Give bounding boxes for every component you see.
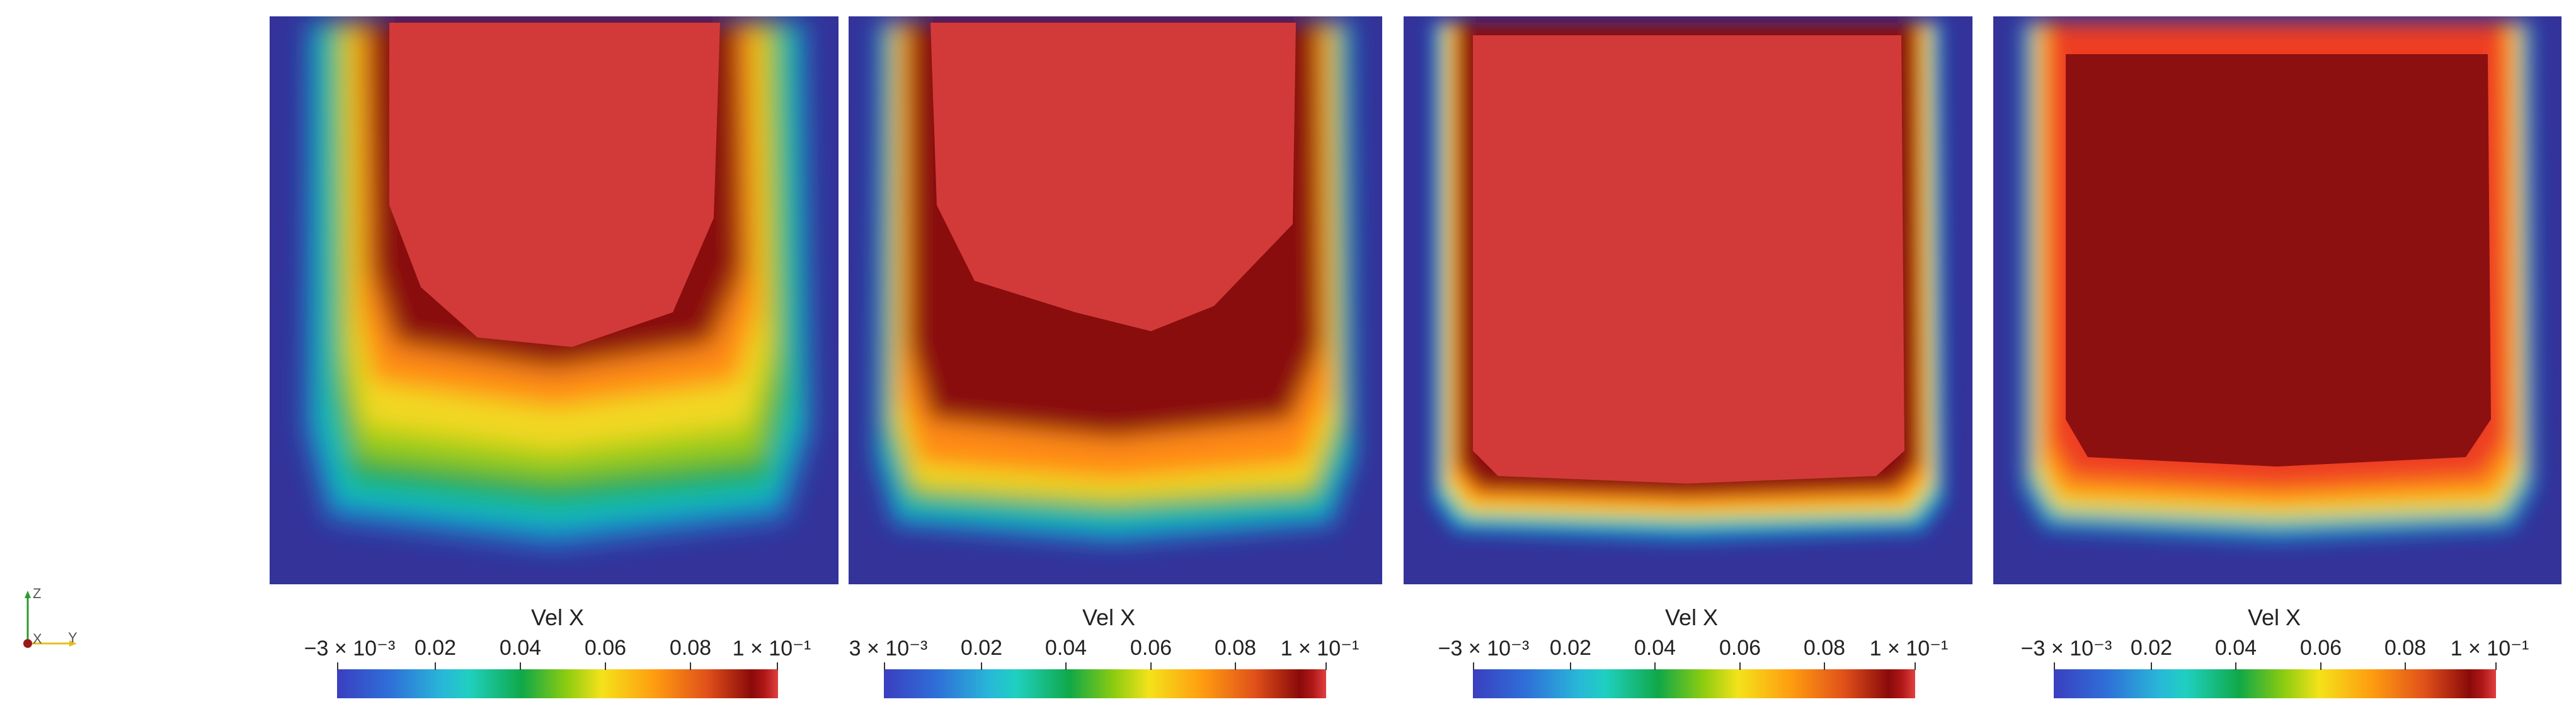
tick-label-min: 3 × 10⁻³	[849, 637, 928, 660]
tick-label: 0.08	[2384, 636, 2427, 660]
axes-triad-icon	[23, 591, 77, 648]
tick-label: 0.04	[1634, 636, 1676, 660]
colorbar-tick	[1654, 662, 1656, 670]
colorbar-tick	[690, 662, 691, 670]
colorbar-tick	[2235, 662, 2236, 670]
tick-label-max: 1 × 10⁻¹	[1869, 637, 1949, 660]
orientation-axes-widget[interactable]: Z X Y	[14, 586, 89, 661]
velocity-field-plot-3	[1404, 16, 1972, 584]
colorbar-tick	[1570, 662, 1571, 670]
tick-label-max: 1 × 10⁻¹	[2450, 637, 2529, 660]
tick-label: 0.08	[1214, 636, 1257, 660]
color-legend-1: Vel X −3 × 10⁻³ 0.02 0.04 0.06 0.08 1 × …	[287, 604, 828, 705]
colorbar-tick	[981, 662, 982, 670]
colorbar-tick	[1739, 662, 1741, 670]
colorbar-tick	[884, 662, 885, 670]
color-legend-2: Vel X 3 × 10⁻³ 0.02 0.04 0.06 0.08 1 × 1…	[844, 604, 1373, 705]
colorbar	[2054, 669, 2496, 698]
velocity-field-plot-4	[1993, 16, 2562, 584]
colorbar-tick	[605, 662, 606, 670]
colorbar-tick	[1473, 662, 1474, 670]
tick-label: 0.02	[1549, 636, 1592, 660]
colorbar-tick	[1235, 662, 1236, 670]
velocity-field-plot-1	[270, 16, 839, 584]
color-legend-4: Vel X −3 × 10⁻³ 0.02 0.04 0.06 0.08 1 × …	[2003, 604, 2545, 705]
colorbar-tick	[2151, 662, 2152, 670]
colorbar	[1473, 669, 1915, 698]
contour-panel-1[interactable]	[270, 16, 839, 584]
colorbar-tick	[1824, 662, 1825, 670]
colorbar-tick	[1065, 662, 1067, 670]
tick-label: 0.08	[669, 636, 712, 660]
colorbar-tick	[1150, 662, 1152, 670]
tick-label: 0.06	[1719, 636, 1761, 660]
legend-title: Vel X	[1082, 604, 1136, 630]
tick-label-min: −3 × 10⁻³	[304, 637, 396, 660]
velocity-field-plot-2	[849, 16, 1382, 584]
tick-label-max: 1 × 10⁻¹	[732, 637, 811, 660]
colorbar	[337, 669, 778, 698]
tick-label: 0.04	[499, 636, 542, 660]
contour-panel-2[interactable]	[849, 16, 1382, 584]
tick-label-min: −3 × 10⁻³	[1438, 637, 1530, 660]
tick-label: 0.02	[960, 636, 1003, 660]
colorbar-tick	[2054, 662, 2055, 670]
tick-label: 0.06	[584, 636, 627, 660]
colorbar-tick	[2320, 662, 2321, 670]
tick-label: 0.08	[1803, 636, 1846, 660]
axis-label-x: X	[33, 631, 42, 647]
axis-label-z: Z	[33, 586, 42, 601]
tick-label: 0.06	[1130, 636, 1172, 660]
colorbar-tick	[2405, 662, 2406, 670]
colorbar-tick	[337, 662, 338, 670]
axis-label-y: Y	[68, 630, 77, 645]
tick-label: 0.06	[2299, 636, 2342, 660]
colorbar-tick	[2495, 662, 2497, 670]
legend-title: Vel X	[530, 604, 585, 630]
contour-panel-4[interactable]	[1993, 16, 2562, 584]
color-legend-3: Vel X −3 × 10⁻³ 0.02 0.04 0.06 0.08 1 × …	[1421, 604, 1962, 705]
legend-title: Vel X	[2247, 604, 2301, 630]
tick-label-max: 1 × 10⁻¹	[1280, 637, 1360, 660]
colorbar-tick	[520, 662, 521, 670]
colorbar	[884, 669, 1326, 698]
tick-label: 0.02	[2130, 636, 2173, 660]
colorbar-tick	[777, 662, 778, 670]
tick-label-min: −3 × 10⁻³	[2020, 637, 2112, 660]
contour-panel-3[interactable]	[1404, 16, 1972, 584]
legend-title: Vel X	[1664, 604, 1719, 630]
colorbar-tick	[435, 662, 436, 670]
colorbar-tick	[1325, 662, 1327, 670]
tick-label: 0.04	[1045, 636, 1087, 660]
tick-label: 0.04	[2214, 636, 2257, 660]
colorbar-tick	[1915, 662, 1916, 670]
tick-label: 0.02	[414, 636, 457, 660]
